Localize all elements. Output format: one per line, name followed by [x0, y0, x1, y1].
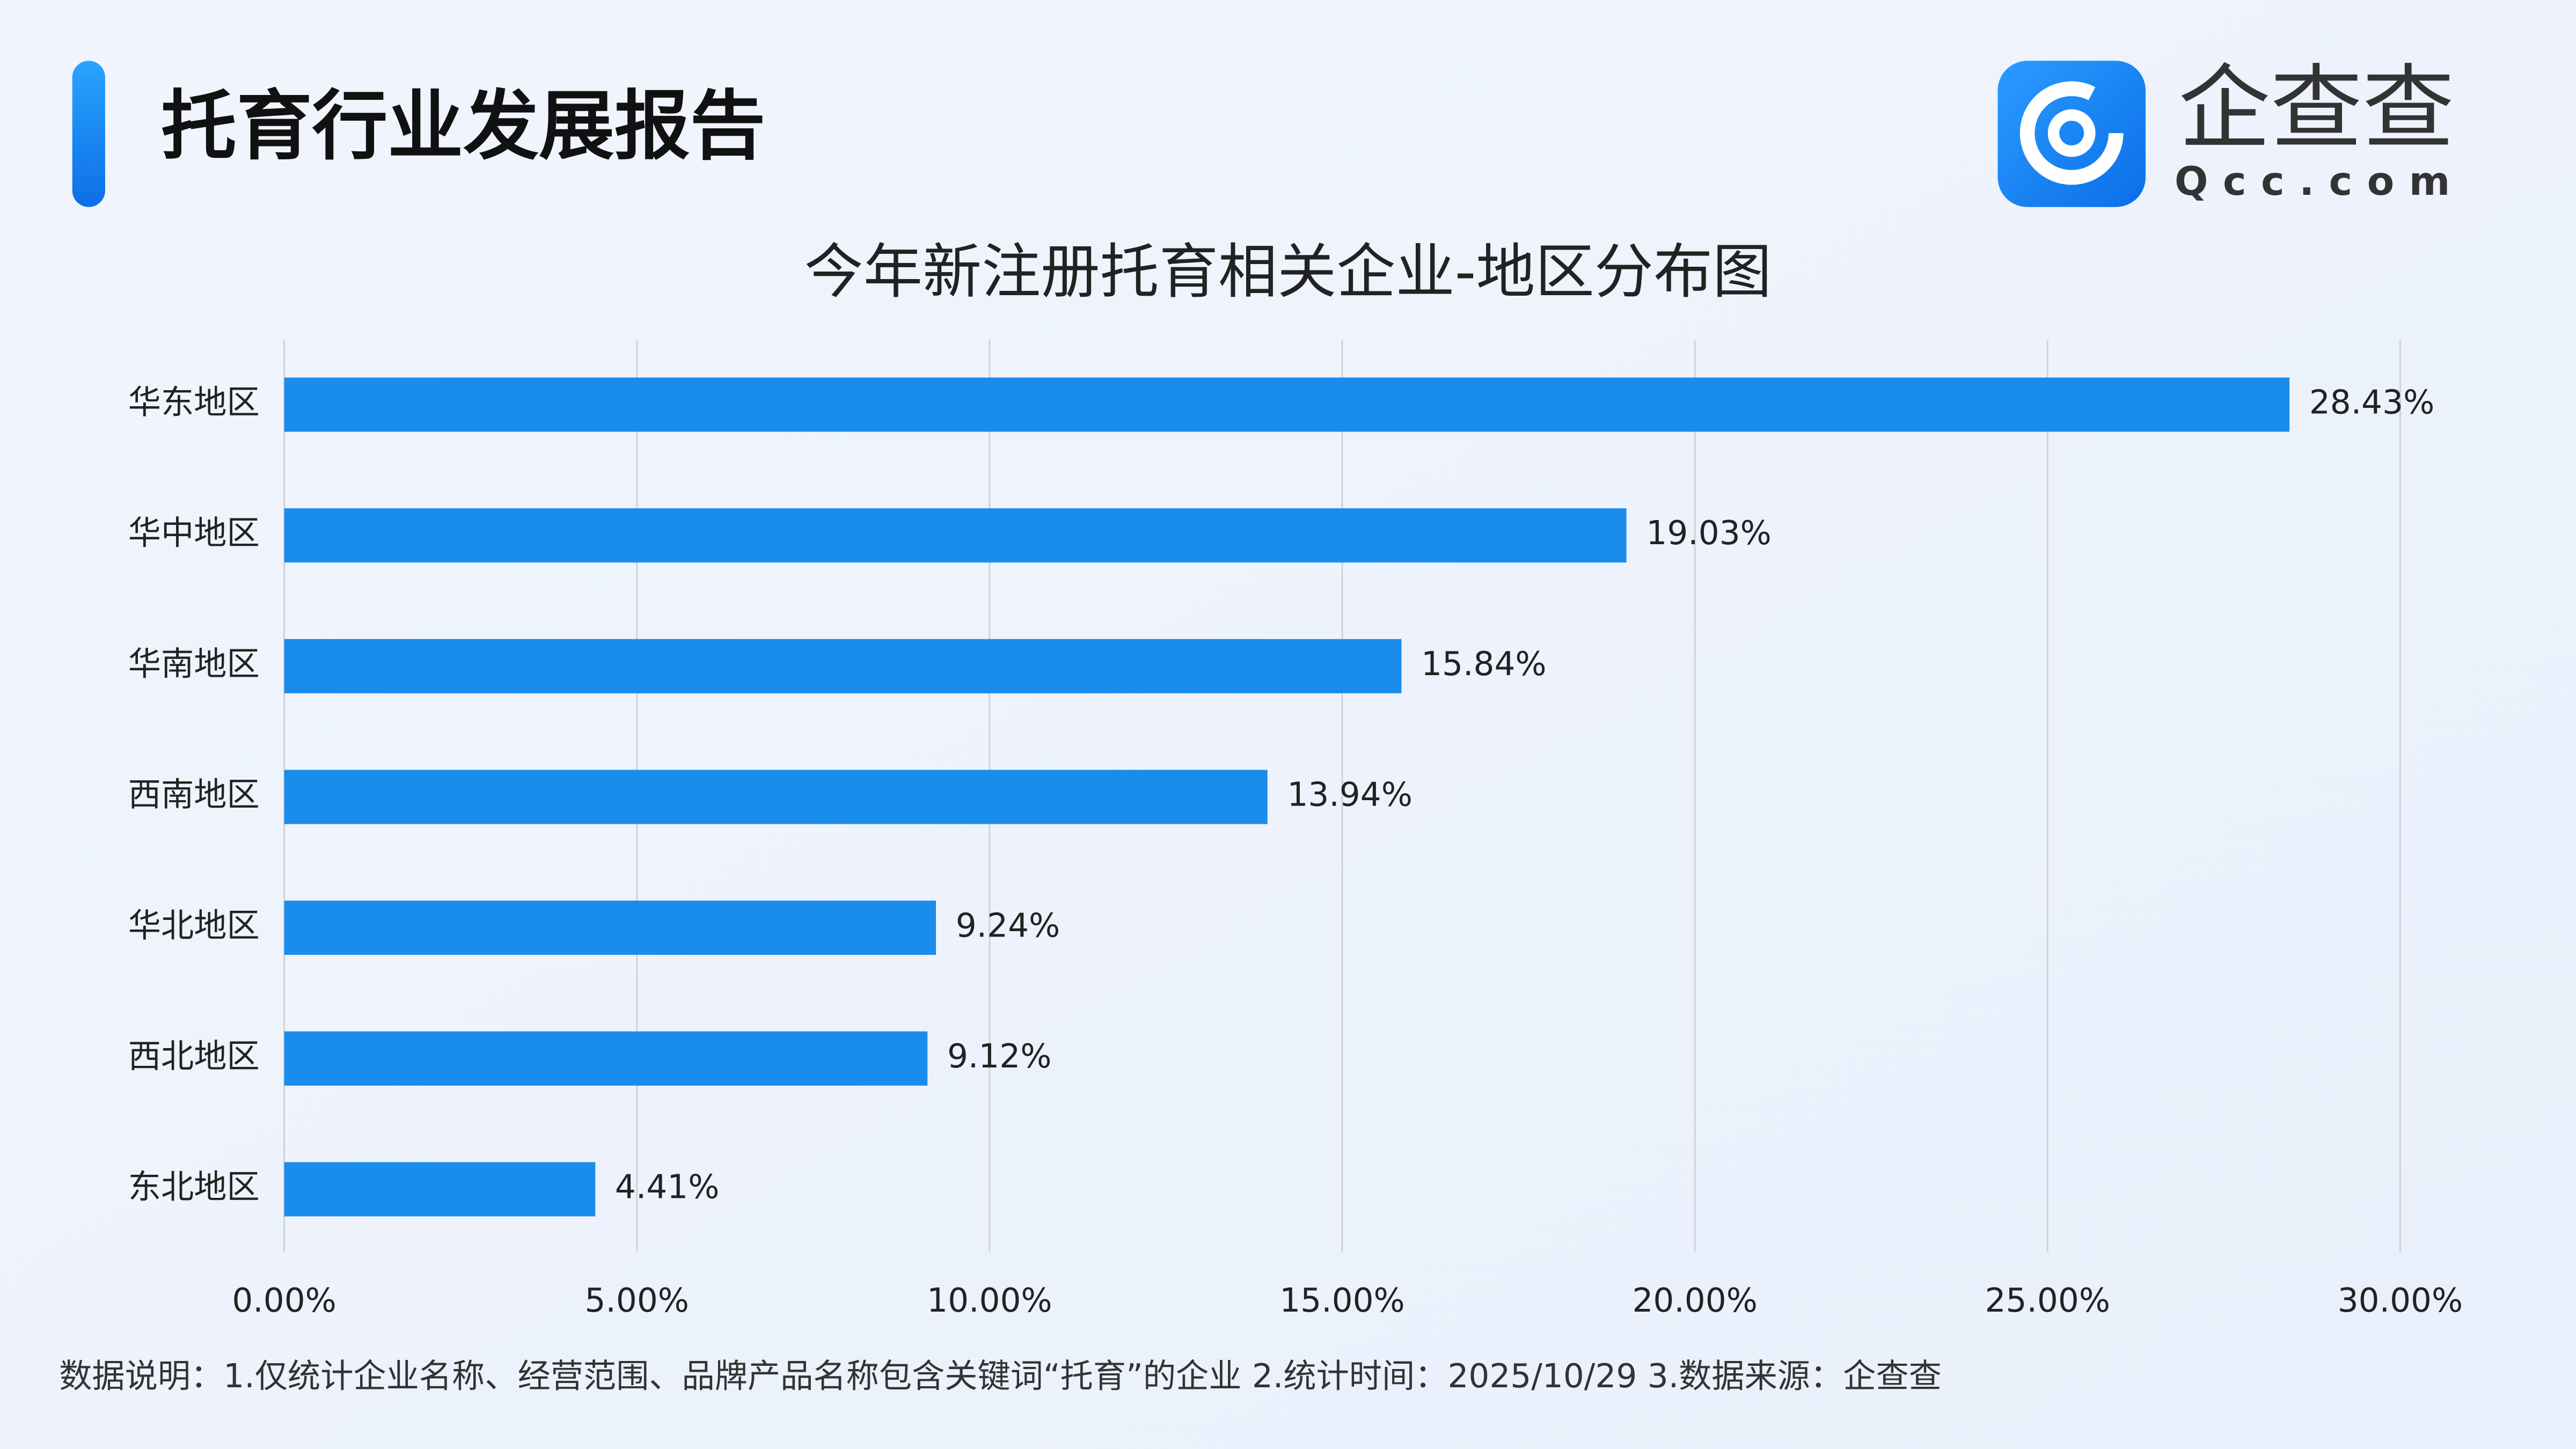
plot: 0.00% 5.00% 10.00% 15.00% 20.00% 25.00% 30.00%… [128, 340, 2463, 1320]
bar [284, 1162, 596, 1217]
bar [284, 901, 936, 955]
data-label: 13.94% [1287, 776, 1412, 814]
y-tick-label: 西南地区 [128, 776, 260, 814]
bar [284, 508, 1627, 563]
x-tick-label: 10.00% [927, 1282, 1052, 1320]
chart-title: 今年新注册托育相关企业-地区分布图 [804, 238, 1772, 306]
bar [284, 770, 1268, 824]
footnote: 数据说明：1.仅统计企业名称、经营范围、品牌产品名称包含关键词“托育”的企业 2… [59, 1357, 1942, 1395]
y-tick-label: 东北地区 [128, 1168, 260, 1206]
data-label: 9.12% [947, 1037, 1051, 1075]
logo-core [2047, 109, 2096, 157]
data-label: 9.24% [956, 906, 1060, 945]
bar [284, 1031, 928, 1086]
y-tick-label: 华东地区 [128, 384, 260, 422]
page-title: 托育行业发展报告 [161, 82, 765, 170]
logo-text: 企查查 [2178, 55, 2454, 162]
y-tick-label: 华中地区 [128, 514, 260, 552]
title-accent [72, 61, 105, 207]
x-tick-label: 30.00% [2338, 1282, 2463, 1320]
x-tick-label: 15.00% [1279, 1282, 1404, 1320]
data-label: 28.43% [2309, 384, 2434, 422]
x-tick-label: 20.00% [1632, 1282, 1757, 1320]
data-label: 4.41% [615, 1168, 719, 1206]
data-label: 15.84% [1421, 645, 1546, 683]
data-label: 19.03% [1646, 514, 1771, 552]
logo-domain: Qcc.com [2175, 159, 2465, 204]
bar [284, 377, 2290, 432]
x-tick-label: 0.00% [232, 1282, 336, 1320]
y-tick-label: 华南地区 [128, 645, 260, 683]
y-tick-label: 西北地区 [128, 1037, 260, 1075]
logo-ring [2019, 81, 2124, 185]
x-tick-label: 5.00% [584, 1282, 689, 1320]
y-tick-label: 华北地区 [128, 906, 260, 945]
bar [284, 639, 1402, 693]
x-tick-label: 25.00% [1985, 1282, 2110, 1320]
